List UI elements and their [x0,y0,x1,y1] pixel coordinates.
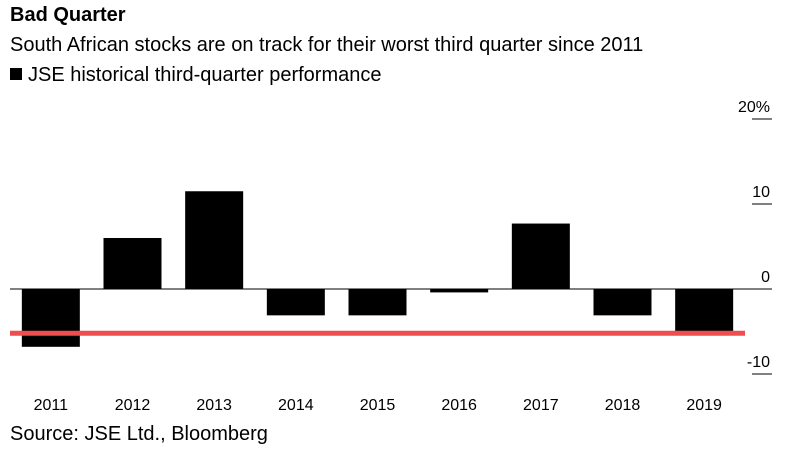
legend-swatch [10,68,22,80]
bars [21,191,734,347]
x-tick-label: 2014 [278,397,314,414]
x-tick-label: 2017 [523,397,559,414]
bar [185,191,244,289]
x-tick-label: 2013 [196,397,232,414]
bar [266,289,325,316]
bar [348,289,407,316]
x-tick-label: 2015 [360,397,396,414]
chart-title: Bad Quarter [10,4,126,26]
y-tick-label: -10 [747,354,770,371]
chart-subtitle: South African stocks are on track for th… [10,34,644,56]
bar [593,289,652,316]
bar [430,289,489,293]
x-tick-label: 2018 [605,397,641,414]
legend-label: JSE historical third-quarter performance [28,64,382,86]
x-tick-label: 2011 [34,397,69,414]
bar [103,238,162,289]
x-tick-label: 2019 [686,397,722,414]
bar [511,223,570,289]
legend: JSE historical third-quarter performance [10,64,381,87]
bar [21,289,80,347]
x-tick-label: 2012 [115,397,151,414]
y-tick-label: 20% [738,99,770,116]
source-note: Source: JSE Ltd., Bloomberg [10,423,268,445]
x-tick-label: 2016 [441,397,477,414]
y-tick-label: 0 [761,269,770,286]
bar [675,289,734,332]
x-axis-labels: 2011 2012 2013 2014 2015 2016 2017 2018 2019 [34,397,722,414]
y-tick-label: 10 [752,184,770,201]
